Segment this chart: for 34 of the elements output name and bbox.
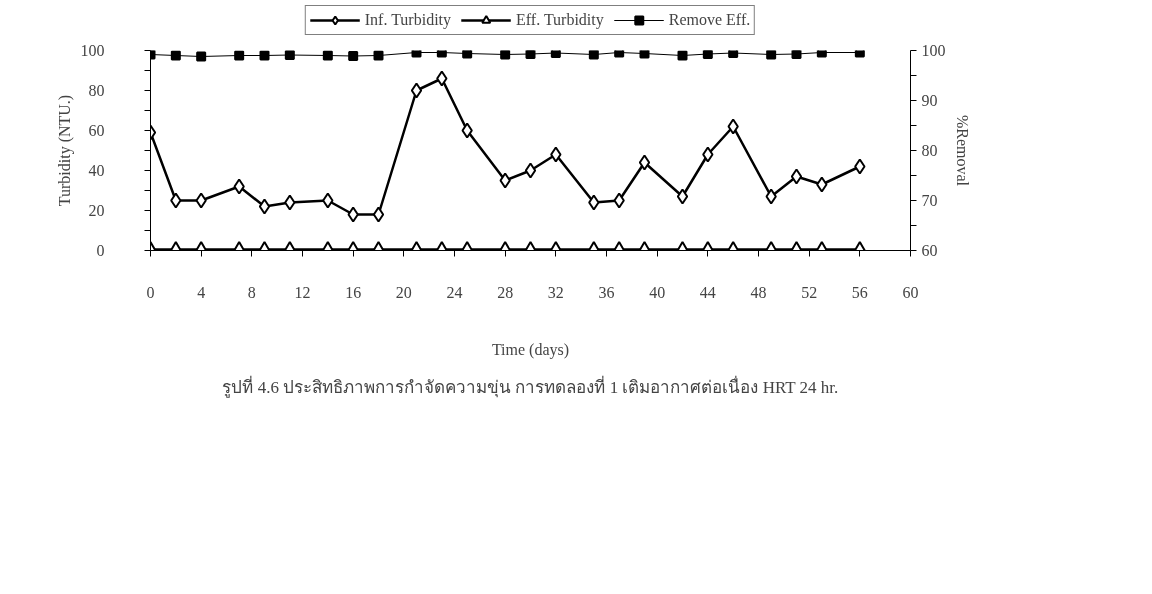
- y2-tick-label: 70: [921, 192, 938, 209]
- legend-label: Eff. Turbidity: [516, 11, 604, 29]
- x-tick-label: 0: [146, 283, 155, 301]
- legend-label: Remove Eff.: [668, 11, 751, 29]
- x-tick-label: 48: [750, 283, 767, 301]
- y-tick-label: 0: [96, 242, 105, 259]
- x-tick-label: 12: [294, 283, 311, 301]
- x-tick-label: 36: [598, 283, 615, 301]
- y2-tick-label: 90: [921, 92, 938, 109]
- text: รูปที่ 4.6 ประสิทธิภาพการกำจัดความขุ่น การทดลองที่ 1 เติมอากาศต่อเนื่อง HRT 24 hr.: [222, 374, 839, 398]
- x-axis-title: Time (days): [491, 340, 570, 359]
- y-tick-label: 100: [80, 42, 105, 59]
- x-tick-label: 24: [446, 283, 463, 301]
- y-tick-label: 60: [88, 122, 105, 139]
- x-tick-label: 28: [497, 283, 514, 301]
- y-tick-label: 40: [88, 162, 105, 179]
- x-tick-label: 20: [395, 283, 412, 301]
- x-tick-label: 52: [801, 283, 818, 301]
- x-tick-label: 60: [902, 283, 919, 301]
- y-tick-label: 20: [88, 202, 105, 219]
- y2-tick-label: 60: [921, 242, 938, 259]
- x-tick-label: 44: [699, 283, 716, 301]
- x-tick-label: 16: [345, 283, 362, 301]
- x-tick-label: 8: [247, 283, 256, 301]
- legend-label: Inf. Turbidity: [364, 11, 452, 29]
- x-tick-label: 4: [197, 283, 206, 301]
- x-tick-label: 32: [547, 283, 564, 301]
- y2-tick-label: 80: [921, 142, 938, 159]
- x-tick-label: 56: [851, 283, 868, 301]
- y-tick-label: 80: [88, 82, 105, 99]
- x-tick-label: 40: [649, 283, 666, 301]
- y2-axis-title: %Removal: [953, 114, 971, 187]
- y-axis-title: Turbidity (NTU.): [55, 94, 74, 207]
- y2-tick-label: 100: [921, 42, 946, 59]
